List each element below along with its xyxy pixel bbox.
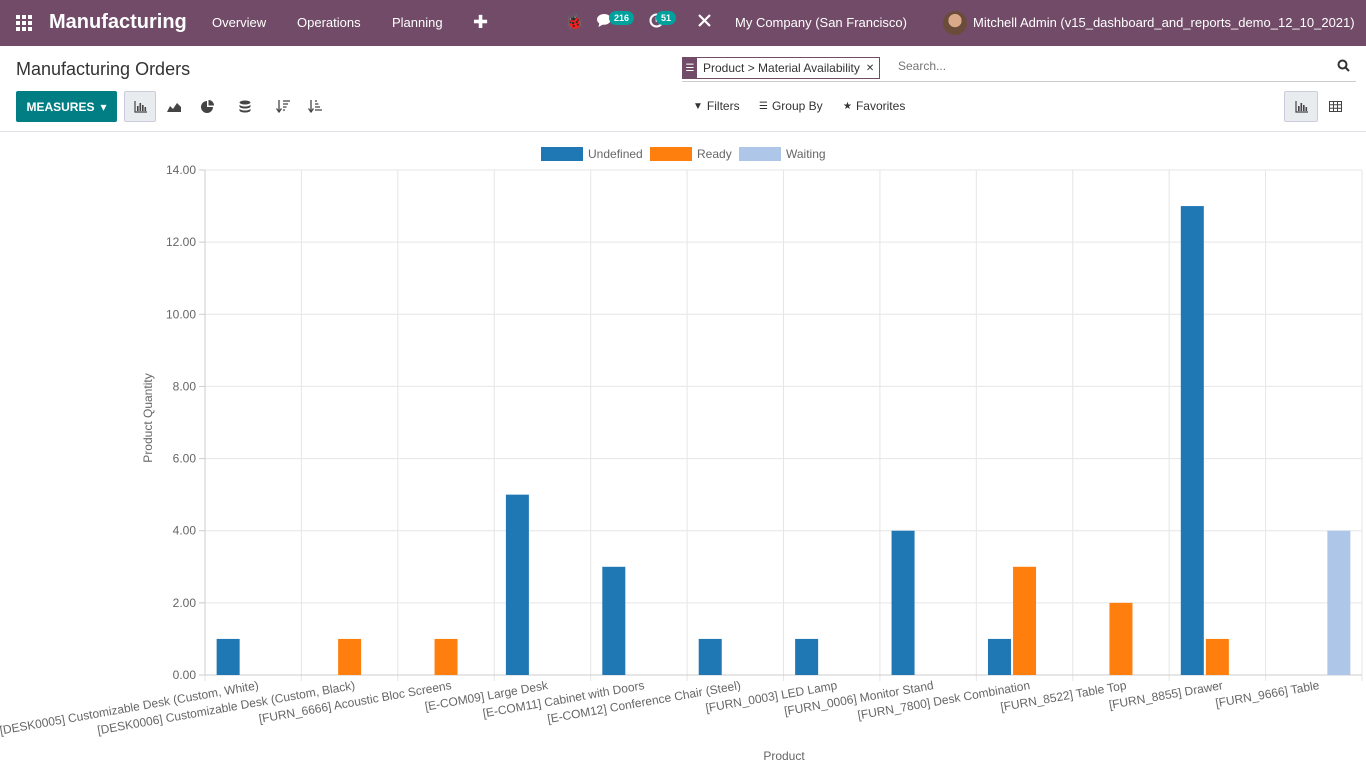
- bar-undefined-7: [891, 530, 915, 675]
- top-navbar: Manufacturing Overview Operations Planni…: [0, 0, 1366, 46]
- x-tick-label: [FURN_9666] Table: [1214, 678, 1320, 710]
- user-avatar[interactable]: [943, 11, 967, 35]
- search-facet[interactable]: ☰ Product > Material Availability ✕: [682, 57, 881, 79]
- add-menu-icon[interactable]: ✚: [473, 12, 489, 32]
- y-axis-label: Product Quantity: [141, 373, 155, 462]
- groupby-facet-icon: ☰: [683, 57, 697, 79]
- debug-bug-icon[interactable]: 🐞: [565, 14, 584, 31]
- y-tick-label: 4.00: [173, 524, 197, 538]
- y-tick-label: 8.00: [173, 379, 197, 393]
- bar-undefined-5: [698, 638, 722, 675]
- line-chart-button[interactable]: [158, 91, 190, 122]
- bar-undefined-6: [795, 638, 819, 675]
- caret-down-icon: ▾: [100, 99, 107, 114]
- activities-count-badge: 51: [656, 11, 677, 25]
- y-tick-label: 0.00: [173, 668, 197, 682]
- menu-overview[interactable]: Overview: [212, 15, 267, 30]
- legend-swatch-undefined: [541, 147, 583, 161]
- bar-chart: 0.002.004.006.008.0010.0012.0014.00[DESK…: [0, 147, 1363, 763]
- y-tick-label: 10.00: [166, 307, 196, 321]
- y-tick-label: 12.00: [166, 235, 196, 249]
- legend-label-waiting: Waiting: [786, 147, 826, 161]
- bar-ready-8: [1013, 566, 1037, 675]
- legend-label-undefined: Undefined: [588, 147, 643, 161]
- pivot-view-button[interactable]: [1318, 91, 1352, 122]
- y-tick-label: 14.00: [166, 163, 196, 177]
- bar-chart-button[interactable]: [124, 91, 156, 122]
- company-switcher[interactable]: My Company (San Francisco): [735, 15, 907, 30]
- filters-label: Filters: [706, 99, 740, 113]
- measures-label: MEASURES: [26, 99, 95, 114]
- measures-button[interactable]: MEASURES ▾: [16, 91, 117, 122]
- search-input[interactable]: [898, 59, 1318, 73]
- bar-ready-2: [434, 638, 458, 675]
- menu-operations[interactable]: Operations: [297, 15, 361, 30]
- bar-undefined-0: [216, 638, 240, 675]
- messages-count-badge: 216: [609, 11, 635, 25]
- bar-undefined-3: [505, 494, 529, 675]
- star-icon: ★: [843, 100, 852, 112]
- groupby-toggle[interactable]: ☰ Group By: [759, 99, 823, 113]
- stacked-button[interactable]: [229, 91, 261, 122]
- bar-ready-9: [1109, 602, 1133, 675]
- sort-ascending-button[interactable]: [299, 91, 331, 122]
- bar-ready-1: [338, 638, 362, 675]
- bar-ready-10: [1205, 638, 1229, 675]
- filters-toggle[interactable]: ▼ Filters: [693, 99, 740, 113]
- bar-undefined-4: [602, 566, 626, 675]
- bar-waiting-11: [1327, 530, 1351, 675]
- legend-swatch-ready: [650, 147, 692, 161]
- apps-menu-icon[interactable]: [16, 15, 33, 32]
- pie-chart-button[interactable]: [191, 91, 223, 122]
- legend-label-ready: Ready: [697, 147, 732, 161]
- menu-planning[interactable]: Planning: [392, 15, 443, 30]
- facet-remove-icon[interactable]: ✕: [865, 62, 875, 74]
- app-name[interactable]: Manufacturing: [49, 11, 187, 33]
- sort-descending-button[interactable]: [267, 91, 299, 122]
- search-bar: ☰ Product > Material Availability ✕: [682, 56, 1356, 82]
- bar-undefined-10: [1180, 206, 1204, 676]
- legend-swatch-waiting: [739, 147, 781, 161]
- tools-icon[interactable]: [697, 13, 712, 32]
- facet-label: Product > Material Availability: [703, 61, 860, 75]
- bar-undefined-8: [987, 638, 1011, 675]
- favorites-toggle[interactable]: ★ Favorites: [843, 99, 905, 113]
- page-title: Manufacturing Orders: [16, 59, 191, 79]
- x-axis-label: Product: [763, 749, 805, 763]
- filter-icon: ▼: [693, 100, 703, 112]
- user-menu[interactable]: Mitchell Admin (v15_dashboard_and_report…: [973, 15, 1355, 30]
- groupby-label: Group By: [771, 99, 823, 113]
- control-panel-divider: [0, 131, 1366, 132]
- graph-view-button[interactable]: [1284, 91, 1318, 122]
- list-icon: ☰: [759, 100, 768, 112]
- messages-icon[interactable]: [596, 13, 612, 32]
- y-tick-label: 2.00: [173, 596, 197, 610]
- y-tick-label: 6.00: [173, 452, 197, 466]
- favorites-label: Favorites: [855, 99, 906, 113]
- search-icon[interactable]: [1337, 59, 1350, 75]
